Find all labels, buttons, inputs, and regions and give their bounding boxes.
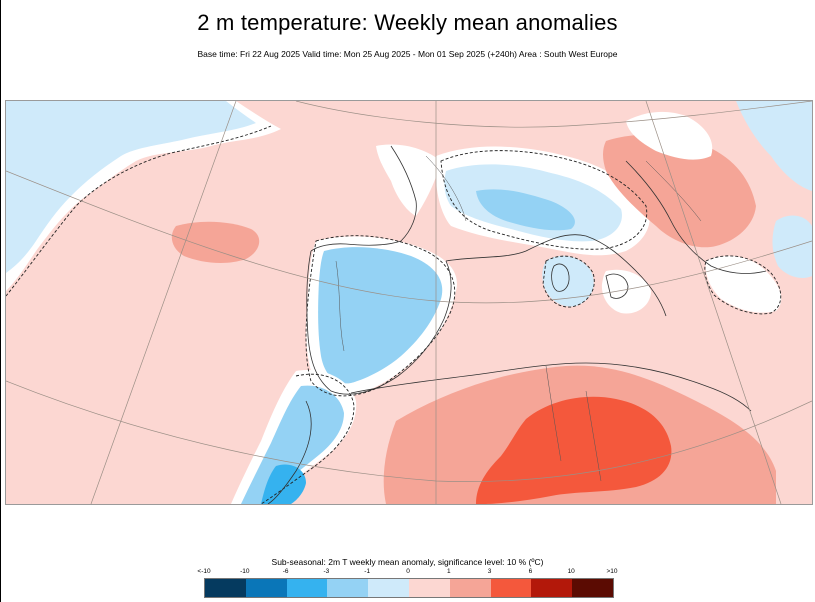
legend-swatch-5	[408, 579, 450, 597]
legend-swatch-8	[531, 579, 573, 597]
graticule-lat-40	[6, 170, 812, 304]
cold-strong-morocco	[261, 464, 306, 504]
legend-swatch-2	[286, 579, 328, 597]
legend-swatch-6	[449, 579, 491, 597]
legend-swatch-9	[572, 579, 613, 597]
border-balkans	[645, 160, 702, 222]
graticule-lat-50	[295, 101, 812, 128]
graticule-lat-30	[6, 380, 812, 482]
coast-adriatic	[625, 160, 767, 274]
graticule-lon-10w	[90, 101, 237, 504]
neutral-zone-north-balkans	[626, 111, 713, 160]
contour-morocco	[260, 373, 355, 504]
cold-mid-alps	[476, 189, 575, 231]
significance-contours	[6, 125, 782, 504]
graticule	[6, 101, 812, 504]
legend-tick-label: -1	[364, 568, 371, 575]
neutral-zone-aegean	[705, 255, 782, 313]
legend-tick-label: 1	[446, 568, 451, 575]
legend-tick-label: 10	[567, 568, 575, 575]
border-algeria-east	[545, 365, 562, 462]
contour-central-europe	[440, 150, 648, 250]
border-france-east	[425, 155, 467, 222]
legend-tick-label: <-10	[197, 568, 211, 575]
cold-light-sardinia	[542, 255, 594, 307]
cold-light-northeast	[736, 101, 812, 191]
coast-morocco	[267, 400, 312, 504]
cold-light-corner	[6, 101, 46, 121]
anomaly-map	[5, 100, 813, 505]
coast-france-west	[310, 145, 417, 252]
cold-light-aegean	[772, 215, 812, 278]
legend-tick-label: -6	[282, 568, 289, 575]
chart-title: 2 m temperature: Weekly mean anomalies	[197, 10, 618, 35]
coast-sardinia	[551, 263, 570, 292]
legend-caption: Sub-seasonal: 2m T weekly mean anomaly, …	[271, 557, 544, 567]
coastlines	[267, 145, 767, 504]
legend-tick-label: >10	[606, 568, 618, 575]
border-libya	[585, 390, 602, 482]
warm-mid-eastern-europe	[603, 134, 756, 248]
legend-swatch-1	[245, 579, 287, 597]
coast-mediterranean-north	[445, 234, 667, 317]
legend-tick-label: 0	[406, 568, 410, 575]
legend-swatch-0	[205, 579, 246, 597]
graticule-lon-10e	[645, 101, 782, 504]
contour-aegean	[704, 255, 782, 315]
left-edge-line	[0, 0, 1, 602]
coast-iberia	[306, 250, 452, 395]
neutral-zone-biscay	[376, 144, 441, 216]
warm-strong-algeria	[476, 396, 672, 504]
legend-swatch-4	[368, 579, 409, 597]
legend-tick-label: -10	[240, 568, 250, 575]
contour-atlantic	[6, 125, 272, 297]
contour-iberia	[305, 235, 456, 397]
border-portugal	[335, 260, 345, 352]
country-borders	[335, 155, 702, 482]
legend-tick-label: -3	[323, 568, 330, 575]
cold-light-atlantic	[6, 101, 256, 273]
legend-swatch-3	[327, 579, 369, 597]
map-canvas	[6, 101, 812, 504]
coast-north-africa	[350, 362, 752, 412]
legend-colorbar	[204, 578, 614, 598]
legend-tick-label: 3	[487, 568, 492, 575]
cold-mid-iberia	[318, 247, 443, 384]
legend-swatch-7	[490, 579, 532, 597]
warm-mid-atlantic	[171, 221, 260, 263]
legend-tick-label: 6	[528, 568, 533, 575]
chart-subtitle: Base time: Fri 22 Aug 2025 Valid time: M…	[197, 49, 618, 59]
cold-mid-morocco	[241, 385, 344, 504]
coast-sicily	[605, 273, 629, 299]
